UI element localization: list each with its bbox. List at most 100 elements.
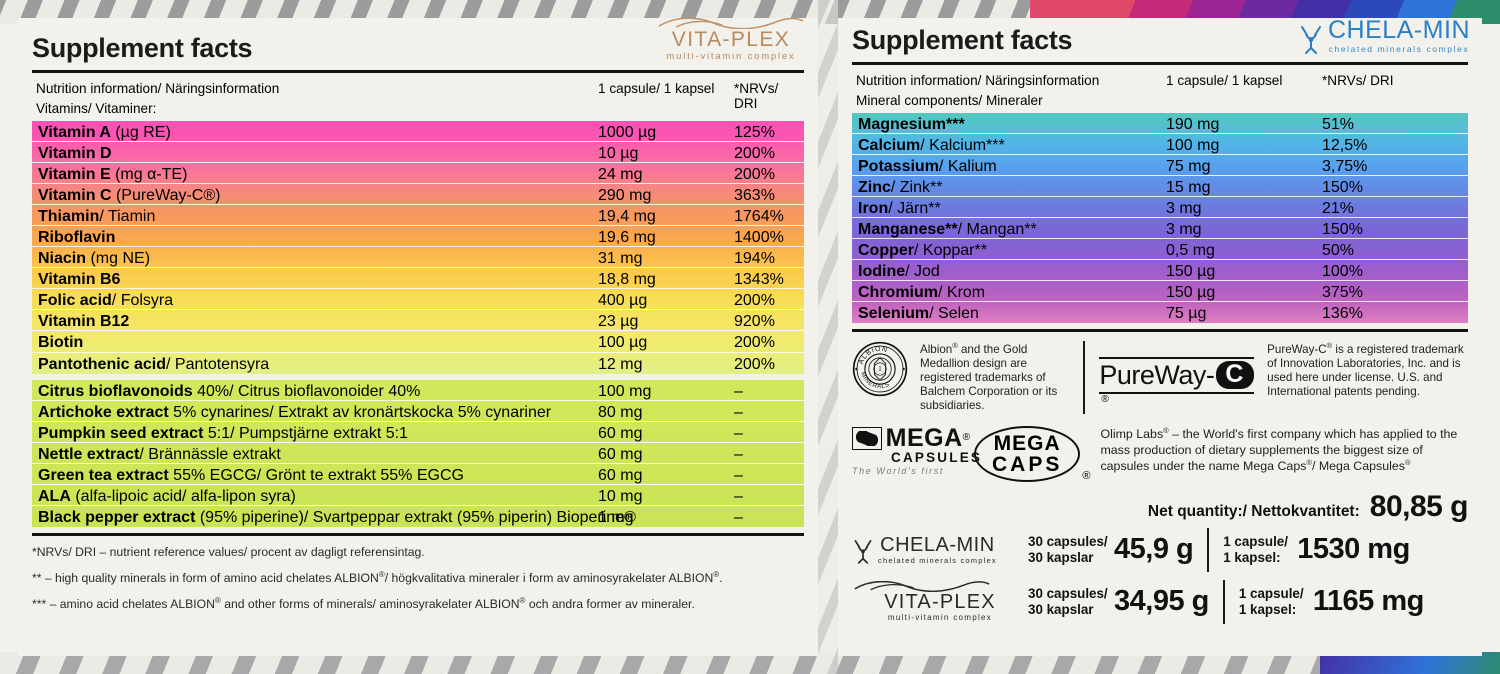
row-nrv: – (734, 403, 743, 421)
vita-plex-logo: VITA-PLEX multi-vitamin complex (656, 18, 806, 62)
row-nutrient-name: Vitamin B6 (38, 271, 121, 289)
table-row: Vitamin B6 18,8 mg 1343% (32, 268, 804, 290)
capsule-icon (852, 426, 882, 450)
mega-capsules-sub: CAPSULES (891, 449, 983, 465)
row-nrv: – (734, 467, 743, 484)
row-amount: 100 µg (598, 334, 648, 352)
row-nrv: 21% (1322, 199, 1355, 217)
row-separator (852, 280, 1468, 282)
left-footnotes: *NRVs/ DRI – nutrient reference values/ … (32, 536, 804, 613)
vita-plex-panel: Supplement facts VITA-PLEX multi-vitamin… (18, 18, 818, 656)
extracts-rows: Citrus bioflavonoids 40%/ Citrus bioflav… (32, 379, 804, 528)
row-separator (32, 246, 804, 248)
count-line2-vita-plex: 30 kapslar (1028, 601, 1094, 617)
row-nrv: 375% (1322, 284, 1363, 302)
row-nrv: 136% (1322, 305, 1363, 323)
left-table-header-row: Nutrition information/ Näringsinformatio… (32, 79, 804, 111)
mega-capsules-word: MEGA (885, 423, 963, 452)
row-amount: 19,6 mg (598, 228, 656, 246)
minerals-table: Nutrition information/ Näringsinformatio… (852, 71, 1468, 324)
row-amount: 24 mg (598, 165, 643, 183)
right-header: Supplement facts CHELA-MIN chelated mine… (838, 18, 1482, 54)
vitamins-rows: Vitamin A (µg RE) 1000 µg 125% Vitamin D 10 … (32, 120, 804, 374)
footnote-double-star: ** – high quality minerals in form of am… (32, 570, 723, 586)
row-nrv: 1400% (734, 228, 784, 246)
row-nrv: 200% (734, 144, 775, 162)
row-nutrient-name: Iron/ Järn** (858, 199, 941, 217)
table-row: Citrus bioflavonoids 40%/ Citrus bioflav… (32, 380, 804, 401)
pureway-c-logo: PureWay- C (1099, 356, 1255, 394)
row-separator (32, 399, 804, 401)
right-page-title: Supplement facts (852, 24, 1073, 55)
row-nrv: – (734, 382, 743, 400)
row-nrv: 51% (1322, 115, 1355, 133)
row-nutrient-name: ALA (alfa-lipoic acid/ alfa-lipon syra) (38, 488, 296, 506)
pureway-logo-block: PureWay- C ® (1099, 341, 1257, 413)
row-separator (32, 351, 804, 353)
row-separator (32, 203, 804, 205)
per-capsule-label-vita-plex: 1 capsule/ 1 kapsel: (1239, 586, 1313, 618)
row-amount: 100 mg (1166, 136, 1220, 154)
albion-minerals-seal-icon: 1 ALBION MINERALS (852, 341, 908, 397)
pill-shape-icon (855, 430, 878, 446)
left-table-subheader-row: Vitamins/ Vitaminer: (32, 100, 804, 121)
row-amount: 23 µg (598, 313, 639, 331)
per-capsule-label-chela-min: 1 capsule/ 1 kapsel: (1223, 534, 1297, 566)
quantity-weight-vita-plex: 34,95 g (1114, 585, 1209, 617)
row-nutrient-name: Copper/ Koppar** (858, 242, 987, 260)
right-top-rule (852, 61, 1468, 65)
row-amount: 1 mg (598, 509, 634, 527)
trademark-area: 1 ALBION MINERALS Albion® and the Gold M… (852, 340, 1468, 482)
table-row: Riboflavin 19,6 mg 1400% (32, 226, 804, 248)
row-separator (32, 441, 804, 443)
row-nrv: 100% (1322, 263, 1363, 281)
row-nutrient-name: Vitamin A (µg RE) (38, 123, 171, 141)
left-page-title: Supplement facts (32, 32, 253, 63)
table-row: Calcium/ Kalcium*** 100 mg 12,5% (852, 134, 1468, 155)
mega-capsules-top: MEGA ® (852, 423, 970, 452)
count-line2-chela-min: 30 kapslar (1028, 549, 1094, 565)
row-nrv: 1764% (734, 207, 784, 225)
row-nrv: – (734, 509, 743, 527)
row-nrv: 200% (734, 355, 775, 373)
row-separator (852, 132, 1468, 134)
chela-min-logo-subtitle: chelated minerals complex (1328, 44, 1470, 54)
mega-capsules-tagline: The World's first (852, 466, 944, 476)
table-row: Iron/ Järn** 3 mg 21% (852, 197, 1468, 218)
row-nutrient-name: Vitamin B12 (38, 313, 130, 331)
count-line1-vita-plex: 30 capsules/ (1028, 585, 1108, 601)
olimp-labs-text: Olimp Labs® – the World's first company … (1100, 425, 1458, 474)
table-row: Green tea extract 55% EGCG/ Grönt te ext… (32, 464, 804, 486)
quantity-row-vita-plex: VITA-PLEX multi-vitamin complex 30 capsu… (852, 579, 1468, 624)
mega-caps-line1: MEGA (993, 431, 1061, 455)
row-nutrient-name: Folic acid/ Folsyra (38, 292, 174, 310)
quantity-brand-name-chela-min: CHELA-MIN (880, 533, 995, 556)
mega-caps-logo: MEGA CAPS ® (974, 425, 1090, 482)
per-capsule-value-vita-plex: 1165 mg (1312, 585, 1424, 617)
table-row: Potassium/ Kalium 75 mg 3,75% (852, 155, 1468, 176)
mega-caps-line2: CAPS (992, 452, 1063, 476)
row-nrv: – (734, 445, 743, 463)
right-col2-header: 1 capsule/ 1 kapsel (1166, 72, 1283, 88)
seal-bottom-text: MINERALS (859, 371, 890, 390)
table-row: Selenium/ Selen 75 µg 136% (852, 302, 1468, 323)
row-nutrient-name: Magnesium*** (858, 115, 965, 133)
row-separator (852, 301, 1468, 303)
minerals-rows: Magnesium*** 190 mg 51% Calcium/ Kalcium***… (852, 112, 1468, 324)
row-nutrient-name: Thiamin/ Tiamin (38, 207, 156, 225)
row-amount: 19,4 mg (598, 207, 656, 225)
row-separator (32, 267, 804, 269)
row-amount: 60 mg (598, 467, 643, 484)
row-nutrient-name: Pumpkin seed extract 5:1/ Pumpstjärne ex… (38, 424, 408, 442)
vita-plex-logo-subtitle: multi-vitamin complex (666, 51, 796, 62)
row-amount: 3 mg (1166, 199, 1202, 217)
row-amount: 100 mg (598, 382, 652, 400)
table-row: Manganese**/ Mangan** 3 mg 150% (852, 218, 1468, 240)
right-table-header-row: Nutrition information/ Näringsinformatio… (852, 71, 1468, 92)
row-nutrient-name: Potassium/ Kalium (858, 157, 997, 175)
per-line2-chela-min: 1 kapsel: (1223, 549, 1281, 565)
per-capsule-value-chela-min: 1530 mg (1297, 533, 1410, 565)
row-nrv: 3,75% (1322, 157, 1368, 175)
row-nrv: 12,5% (1322, 136, 1368, 154)
bottom-decorative-band (0, 652, 1500, 674)
